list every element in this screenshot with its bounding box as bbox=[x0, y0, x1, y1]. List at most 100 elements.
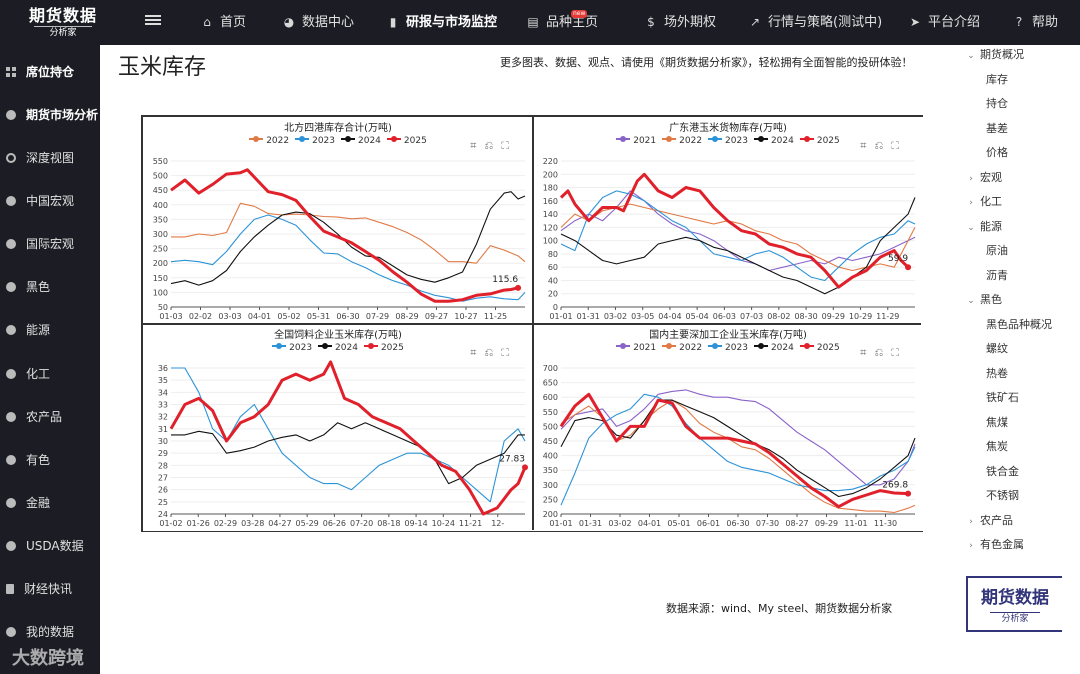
legend-entry[interactable]: 2025 bbox=[799, 136, 840, 146]
rightnav-item[interactable]: › 农产品 bbox=[962, 511, 1013, 531]
promo-banner[interactable]: 更多图表、数据、观点、请使用《期货数据分析家》，轻松拥有全面智能的投研体验！ bbox=[500, 56, 913, 69]
nav-data-center[interactable]: ◕ 数据中心 bbox=[282, 0, 354, 45]
sidebar-item-chemical[interactable]: 化工 bbox=[0, 359, 100, 389]
legend-entry[interactable]: 2023 bbox=[272, 343, 312, 353]
rightnav-item[interactable]: 焦煤 bbox=[986, 413, 1008, 433]
nav-help[interactable]: ? 帮助 bbox=[1012, 0, 1058, 45]
zoom-icon[interactable]: ⌗ bbox=[860, 139, 875, 152]
sidebar-item-agri[interactable]: 农产品 bbox=[0, 402, 100, 432]
sidebar-item-futures-analysis[interactable]: 期货市场分析 bbox=[0, 100, 100, 130]
series-line-2025[interactable] bbox=[559, 392, 909, 509]
rightnav-item[interactable]: 库存 bbox=[986, 70, 1008, 90]
series-endpoint-2025[interactable] bbox=[905, 264, 912, 271]
sidebar-item-seat-position[interactable]: 席位持仓 bbox=[0, 57, 100, 87]
logo-sub-text: 分析家 bbox=[34, 26, 92, 38]
legend-entry[interactable]: 2024 bbox=[341, 136, 381, 146]
restore-icon[interactable]: ⎌ bbox=[874, 139, 892, 152]
series-line-2021[interactable] bbox=[560, 190, 916, 272]
rightnav-item[interactable]: ⌄ 黑色 bbox=[962, 290, 1002, 310]
nav-market-strategy[interactable]: ↗ 行情与策略(测试中) bbox=[748, 0, 882, 45]
series-endpoint-2025[interactable] bbox=[905, 490, 912, 497]
series-line-2023[interactable] bbox=[560, 190, 916, 282]
series-endpoint-2025[interactable] bbox=[515, 284, 522, 291]
legend-entry[interactable]: 2021 bbox=[616, 136, 656, 146]
nav-otc-options[interactable]: $ 场外期权 bbox=[644, 0, 716, 45]
legend-entry[interactable]: 2025 bbox=[799, 343, 840, 353]
sidebar-item-ferrous[interactable]: 黑色 bbox=[0, 272, 100, 302]
zoom-icon[interactable]: ⌗ bbox=[470, 139, 485, 152]
restore-icon[interactable]: ⎌ bbox=[484, 346, 502, 359]
rightnav-item[interactable]: 热卷 bbox=[986, 364, 1008, 384]
legend-entry[interactable]: 2022 bbox=[662, 136, 702, 146]
rightnav-item[interactable]: ⌄ 期货概况 bbox=[962, 45, 1024, 65]
sidebar-item-intl-macro[interactable]: 国际宏观 bbox=[0, 229, 100, 259]
nav-platform-intro[interactable]: ➤ 平台介绍 bbox=[908, 0, 980, 45]
rightnav-item[interactable]: 铁矿石 bbox=[986, 388, 1019, 408]
app-logo[interactable]: 期货数据 分析家 bbox=[22, 6, 104, 40]
series-line-2025[interactable] bbox=[170, 168, 519, 303]
series-line-2024[interactable] bbox=[560, 399, 916, 498]
x-tick-label: 06-03 bbox=[713, 312, 736, 321]
restore-icon[interactable]: ⎌ bbox=[484, 139, 502, 152]
rightnav-item[interactable]: 黑色品种概况 bbox=[986, 315, 1052, 335]
rightnav-item[interactable]: › 化工 bbox=[962, 192, 1002, 212]
series-endpoint-2025[interactable] bbox=[522, 464, 528, 471]
series-line-2025[interactable] bbox=[559, 172, 910, 289]
series-line-2022[interactable] bbox=[171, 202, 526, 264]
rightnav-item[interactable]: 持仓 bbox=[986, 94, 1008, 114]
legend-entry[interactable]: 2024 bbox=[753, 343, 794, 353]
series-line-2023[interactable] bbox=[560, 393, 916, 506]
sidebar-item-nonferrous[interactable]: 有色 bbox=[0, 445, 100, 475]
sidebar-item-usda[interactable]: USDA数据 bbox=[0, 531, 100, 561]
sidebar-item-my-data[interactable]: 我的数据 bbox=[0, 617, 100, 647]
fullscreen-icon[interactable]: ⛶ bbox=[501, 139, 517, 152]
nav-research-monitor[interactable]: ▮ 研报与市场监控 bbox=[386, 0, 497, 45]
legend-entry[interactable]: 2021 bbox=[616, 343, 656, 353]
series-line-2021[interactable] bbox=[560, 389, 916, 486]
sidebar-item-energy[interactable]: 能源 bbox=[0, 315, 100, 345]
fullscreen-icon[interactable]: ⛶ bbox=[501, 346, 517, 359]
nav-home[interactable]: ⌂ 首页 bbox=[200, 0, 246, 45]
series-line-2024[interactable] bbox=[170, 191, 526, 286]
legend-entry[interactable]: 2022 bbox=[662, 343, 702, 353]
menu-toggle-icon[interactable] bbox=[145, 13, 161, 29]
rightnav-item[interactable]: 不锈钢 bbox=[986, 486, 1019, 506]
series-line-2024[interactable] bbox=[560, 197, 916, 295]
rightnav-item[interactable]: 原油 bbox=[986, 241, 1008, 261]
legend-entry[interactable]: 2023 bbox=[708, 136, 748, 146]
series-line-2025[interactable] bbox=[169, 360, 527, 516]
sidebar-item-news[interactable]: 财经快讯 bbox=[0, 574, 100, 604]
series-line-2022[interactable] bbox=[560, 203, 916, 272]
rightnav-item[interactable]: 焦炭 bbox=[986, 437, 1008, 457]
rightnav-item[interactable]: 价格 bbox=[986, 143, 1008, 163]
rightnav-item[interactable]: › 宏观 bbox=[962, 168, 1002, 188]
restore-icon[interactable]: ⎌ bbox=[874, 346, 892, 359]
rightnav-item[interactable]: 沥青 bbox=[986, 266, 1008, 286]
series-line-2022[interactable] bbox=[560, 399, 916, 514]
nav-product-home[interactable]: ▤ 品种主页 new bbox=[526, 0, 598, 45]
rightnav-item[interactable]: ⌄ 能源 bbox=[962, 217, 1002, 237]
legend-entry[interactable]: 2023 bbox=[295, 136, 335, 146]
legend-entry[interactable]: 2025 bbox=[363, 343, 404, 353]
fullscreen-icon[interactable]: ⛶ bbox=[891, 346, 907, 359]
legend-entry[interactable]: 2023 bbox=[708, 343, 748, 353]
sidebar-item-depth-view[interactable]: 深度视图 bbox=[0, 143, 100, 173]
x-tick-label: 03-02 bbox=[608, 519, 631, 528]
legend-swatch bbox=[799, 343, 814, 349]
legend-entry[interactable]: 2024 bbox=[318, 343, 358, 353]
rightnav-item[interactable]: 铁合金 bbox=[986, 462, 1019, 482]
rightnav-item[interactable]: 螺纹 bbox=[986, 339, 1008, 359]
legend-entry[interactable]: 2025 bbox=[386, 136, 427, 146]
sidebar-item-china-macro[interactable]: 中国宏观 bbox=[0, 186, 100, 216]
zoom-icon[interactable]: ⌗ bbox=[860, 346, 875, 359]
zoom-icon[interactable]: ⌗ bbox=[470, 346, 485, 359]
fullscreen-icon[interactable]: ⛶ bbox=[891, 139, 907, 152]
legend-entry[interactable]: 2024 bbox=[753, 136, 794, 146]
rightnav-item[interactable]: › 有色金属 bbox=[962, 535, 1024, 555]
series-line-2024[interactable] bbox=[171, 422, 525, 485]
series-line-2023[interactable] bbox=[170, 214, 526, 302]
rightnav-item[interactable]: 基差 bbox=[986, 119, 1008, 139]
sidebar-item-finance[interactable]: 金融 bbox=[0, 488, 100, 518]
legend-entry[interactable]: 2022 bbox=[249, 136, 289, 146]
rightnav-item-label: 铁矿石 bbox=[986, 391, 1019, 404]
